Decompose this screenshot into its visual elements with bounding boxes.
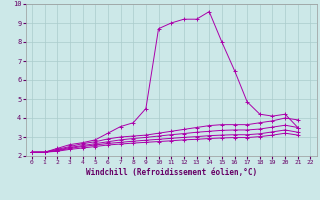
X-axis label: Windchill (Refroidissement éolien,°C): Windchill (Refroidissement éolien,°C) [86, 168, 257, 177]
